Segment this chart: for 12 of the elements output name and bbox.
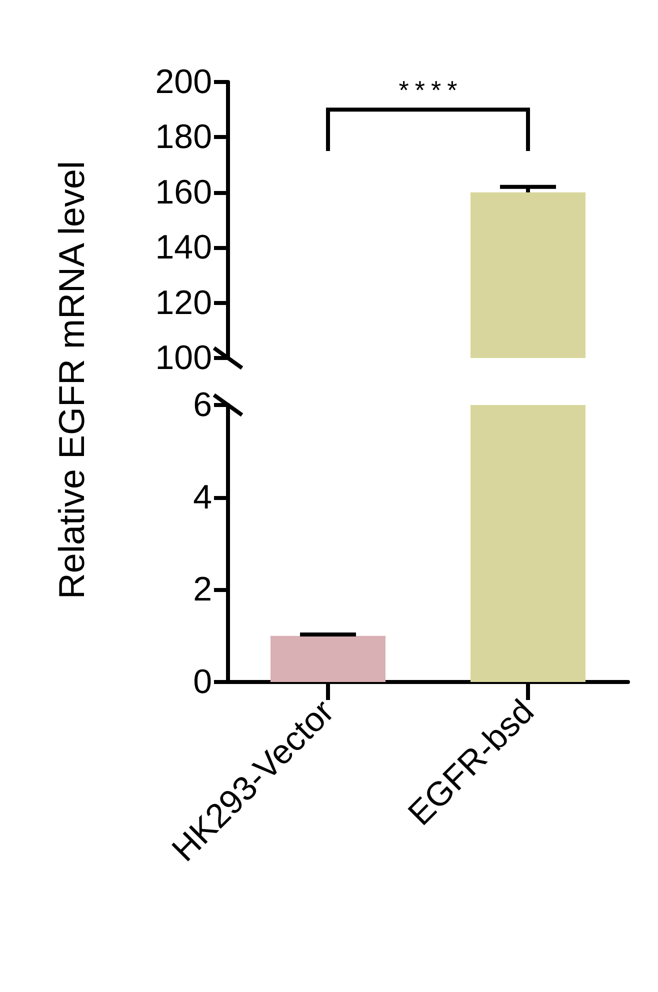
y-tick-label: 2	[193, 570, 212, 609]
y-tick-label: 4	[193, 478, 212, 516]
y-tick-label: 180	[155, 118, 212, 156]
y-tick-label: 120	[155, 284, 212, 322]
annotation: ****	[398, 74, 464, 106]
y-tick-label: 140	[155, 228, 212, 267]
y-tick-label: 160	[155, 173, 212, 212]
y-axis-title: Relative EGFR mRNA level	[51, 160, 93, 600]
y-tick-label: 200	[155, 63, 212, 101]
y-tick-label: 6	[193, 386, 212, 424]
y-tick-label: 0	[193, 663, 212, 701]
y-tick-label: 100	[155, 339, 212, 377]
